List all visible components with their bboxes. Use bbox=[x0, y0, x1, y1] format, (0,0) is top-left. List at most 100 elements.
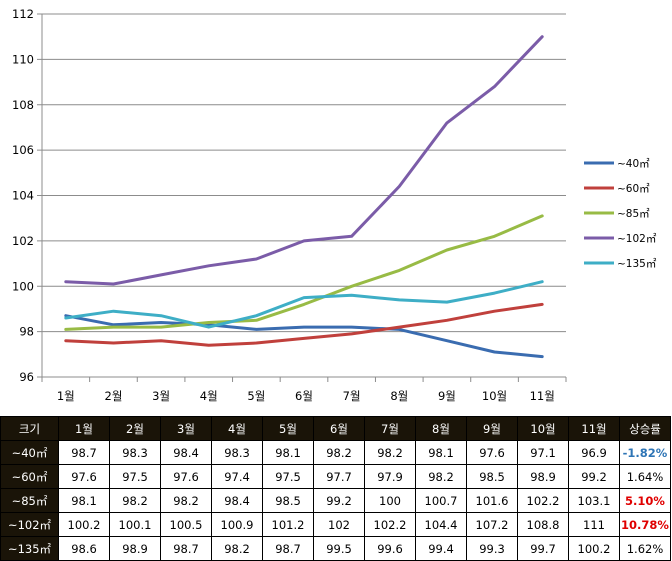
series-lines bbox=[64, 35, 544, 359]
value-cell: 98.3 bbox=[109, 440, 161, 465]
header-cell: 7월 bbox=[364, 416, 416, 441]
value-cell: 97.7 bbox=[313, 464, 365, 489]
x-tick-label: 9월 bbox=[438, 389, 456, 403]
value-cell: 97.6 bbox=[466, 440, 518, 465]
x-tick-label: 1월 bbox=[57, 389, 75, 403]
x-axis-ticks: 1월 2월 3월 4월 5월 6월 7월 8월 9월 10월 11월 bbox=[41, 377, 567, 403]
x-tick-label: 11월 bbox=[530, 389, 555, 403]
table-row: ~40㎡ 98.7 98.3 98.4 98.3 98.1 98.2 98.2 98.1 97.6… bbox=[0, 440, 671, 465]
value-cell: 98.2 bbox=[211, 536, 263, 561]
header-cell: 1월 bbox=[58, 416, 110, 441]
legend-label: ~85㎡ bbox=[617, 208, 650, 220]
x-tick-label: 2월 bbox=[105, 389, 123, 403]
value-cell: 98.1 bbox=[58, 488, 110, 513]
value-cell: 103.1 bbox=[568, 488, 620, 513]
value-cell: 100 bbox=[364, 488, 416, 513]
legend-label: ~135㎡ bbox=[617, 258, 657, 270]
value-cell: 111 bbox=[568, 512, 620, 537]
value-cell: 97.5 bbox=[109, 464, 161, 489]
header-cell: 상승률 bbox=[619, 416, 671, 441]
x-tick-label: 7월 bbox=[343, 389, 361, 403]
y-tick-label: 96 bbox=[19, 370, 34, 384]
grid-lines bbox=[41, 13, 566, 378]
rate-cell: 10.78% bbox=[619, 512, 671, 537]
value-cell: 97.6 bbox=[58, 464, 110, 489]
table-row: ~135㎡ 98.6 98.9 98.7 98.2 98.7 99.5 99.6 99.4 99.… bbox=[0, 536, 671, 561]
value-cell: 98.2 bbox=[415, 464, 467, 489]
value-cell: 98.3 bbox=[211, 440, 263, 465]
value-cell: 97.5 bbox=[262, 464, 314, 489]
value-cell: 100.2 bbox=[58, 512, 110, 537]
y-tick-label: 108 bbox=[12, 98, 34, 112]
value-cell: 98.2 bbox=[313, 440, 365, 465]
rate-cell: -1.82% bbox=[619, 440, 671, 465]
y-tick-label: 98 bbox=[19, 325, 34, 339]
value-cell: 97.9 bbox=[364, 464, 416, 489]
header-cell: 9월 bbox=[466, 416, 518, 441]
header-cell: 8월 bbox=[415, 416, 467, 441]
x-tick-label: 10월 bbox=[482, 389, 507, 403]
value-cell: 97.6 bbox=[160, 464, 212, 489]
y-axis-ticks: 96 98 100 102 104 106 108 110 112 bbox=[12, 7, 42, 384]
value-cell: 98.5 bbox=[466, 464, 518, 489]
row-label: ~60㎡ bbox=[0, 464, 59, 489]
x-tick-label: 5월 bbox=[247, 389, 265, 403]
value-cell: 98.4 bbox=[211, 488, 263, 513]
header-cell: 10월 bbox=[517, 416, 569, 441]
table-row: ~60㎡ 97.6 97.5 97.6 97.4 97.5 97.7 97.9 98.2 98.5… bbox=[0, 464, 671, 489]
series-line bbox=[64, 214, 544, 331]
row-label: ~40㎡ bbox=[0, 440, 59, 465]
value-cell: 98.7 bbox=[58, 440, 110, 465]
y-tick-label: 110 bbox=[12, 52, 34, 66]
data-table: 크기 1월 2월 3월 4월 5월 6월 7월 8월 9월 10월 11월 상승률 ~40㎡ 98.7 98.… bbox=[0, 416, 671, 561]
y-tick-label: 102 bbox=[12, 234, 34, 248]
rate-cell: 1.62% bbox=[619, 536, 671, 561]
value-cell: 98.6 bbox=[58, 536, 110, 561]
x-tick-label: 3월 bbox=[152, 389, 170, 403]
legend-label: ~40㎡ bbox=[617, 158, 650, 170]
value-cell: 99.5 bbox=[313, 536, 365, 561]
header-cell: 11월 bbox=[568, 416, 620, 441]
value-cell: 99.2 bbox=[568, 464, 620, 489]
header-cell: 5월 bbox=[262, 416, 314, 441]
value-cell: 98.7 bbox=[160, 536, 212, 561]
legend-label: ~102㎡ bbox=[617, 233, 657, 245]
value-cell: 102.2 bbox=[517, 488, 569, 513]
x-tick-label: 8월 bbox=[390, 389, 408, 403]
value-cell: 100.2 bbox=[568, 536, 620, 561]
header-cell: 3월 bbox=[160, 416, 212, 441]
value-cell: 102 bbox=[313, 512, 365, 537]
value-cell: 98.1 bbox=[415, 440, 467, 465]
rate-cell: 5.10% bbox=[619, 488, 671, 513]
value-cell: 96.9 bbox=[568, 440, 620, 465]
line-chart: 96 98 100 102 104 106 108 110 112 1월 2월 3월 4월 5월 6월 7월… bbox=[12, 7, 657, 403]
legend: ~40㎡ ~60㎡ ~85㎡ ~102㎡ ~135㎡ bbox=[584, 158, 657, 270]
row-label: ~85㎡ bbox=[0, 488, 59, 513]
value-cell: 101.2 bbox=[262, 512, 314, 537]
value-cell: 98.9 bbox=[109, 536, 161, 561]
y-tick-label: 112 bbox=[12, 7, 34, 21]
value-cell: 99.3 bbox=[466, 536, 518, 561]
value-cell: 98.2 bbox=[160, 488, 212, 513]
series-line bbox=[64, 302, 544, 347]
x-tick-label: 4월 bbox=[200, 389, 218, 403]
value-cell: 100.5 bbox=[160, 512, 212, 537]
series-line bbox=[64, 35, 544, 286]
value-cell: 102.2 bbox=[364, 512, 416, 537]
value-cell: 98.5 bbox=[262, 488, 314, 513]
value-cell: 98.1 bbox=[262, 440, 314, 465]
value-cell: 98.7 bbox=[262, 536, 314, 561]
value-cell: 99.6 bbox=[364, 536, 416, 561]
value-cell: 100.9 bbox=[211, 512, 263, 537]
value-cell: 107.2 bbox=[466, 512, 518, 537]
value-cell: 97.4 bbox=[211, 464, 263, 489]
value-cell: 98.2 bbox=[109, 488, 161, 513]
legend-label: ~60㎡ bbox=[617, 183, 650, 195]
series-line bbox=[64, 314, 544, 359]
value-cell: 104.4 bbox=[415, 512, 467, 537]
x-tick-label: 6월 bbox=[295, 389, 313, 403]
value-cell: 97.1 bbox=[517, 440, 569, 465]
value-cell: 98.2 bbox=[364, 440, 416, 465]
header-cell: 4월 bbox=[211, 416, 263, 441]
y-tick-label: 104 bbox=[12, 189, 34, 203]
